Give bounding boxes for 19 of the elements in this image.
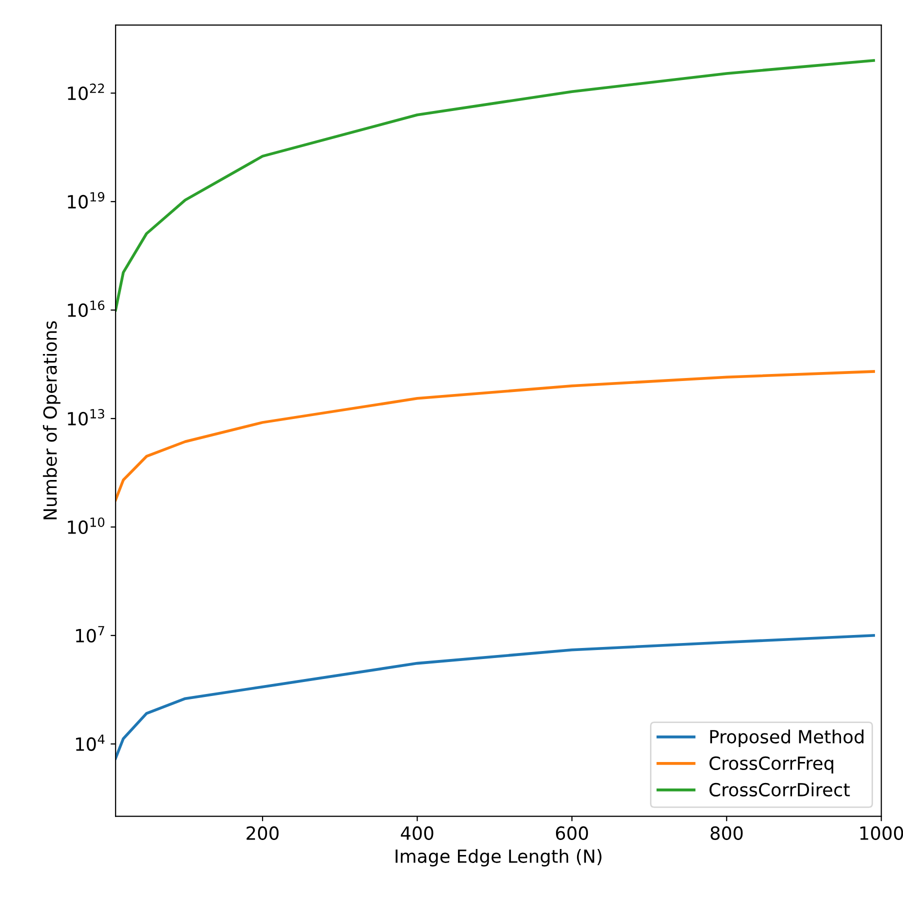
- y-tick-label: 10$^{13}$: [68, 408, 104, 426]
- y-axis-title: Number of Operations: [42, 321, 60, 520]
- y-tick-label: 10$^{7}$: [76, 626, 104, 642]
- y-tick-label: 10$^{16}$: [68, 300, 104, 318]
- x-tick-label: 400: [400, 826, 434, 840]
- line-series: [116, 370, 875, 502]
- y-tick-label: 10$^{10}$: [68, 517, 104, 534]
- x-tick-label: 1000: [860, 826, 903, 840]
- legend-label: CrossCorrFreq: [710, 756, 834, 774]
- y-tick-label: 10$^{22}$: [68, 84, 104, 100]
- line-series: [116, 59, 875, 312]
- x-axis-title: Image Edge Length (N): [396, 849, 602, 866]
- x-tick-label: 800: [710, 826, 743, 840]
- x-tick-label: 200: [246, 826, 279, 840]
- x-tick-label: 600: [556, 826, 588, 840]
- y-tick-label: 10$^{4}$: [76, 734, 105, 751]
- y-tick-label: 10$^{19}$: [68, 192, 104, 209]
- legend-label: Proposed Method: [710, 730, 864, 748]
- legend-label: CrossCorrDirect: [710, 782, 850, 797]
